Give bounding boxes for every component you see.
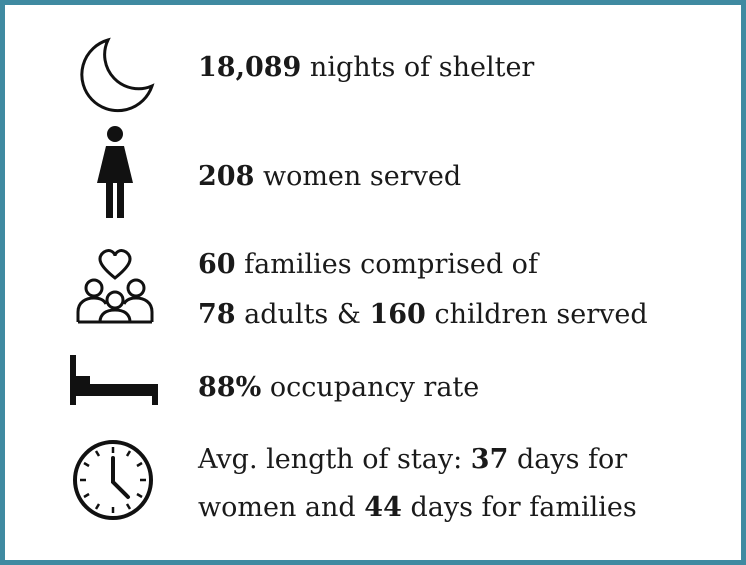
woman-icon — [97, 126, 133, 218]
stat-number: 60 — [198, 249, 236, 280]
stat-line: 78 adults & 160 children served — [198, 297, 648, 333]
stat-line: 208 women served — [198, 159, 461, 195]
clock-icon — [73, 440, 153, 520]
stat-text: children served — [425, 299, 648, 330]
stat-number: 160 — [369, 299, 426, 330]
stat-text: adults & — [235, 299, 370, 330]
stat-line: 60 families comprised of — [198, 247, 538, 283]
stat-line: 88% occupancy rate — [198, 370, 479, 406]
stat-line: women and 44 days for families — [198, 490, 637, 526]
bed-icon — [70, 355, 158, 405]
icons — [70, 37, 158, 520]
stat-number: 78 — [198, 299, 236, 330]
stat-text: Avg. length of stay: — [198, 444, 471, 475]
stat-number: 208 — [198, 161, 255, 192]
stat-number: 44 — [364, 492, 402, 523]
stat-line: 18,089 nights of shelter — [198, 50, 534, 86]
stat-number: 37 — [470, 444, 509, 475]
family-icon — [76, 249, 154, 324]
stat-text: days for — [508, 444, 628, 475]
stat-text: days for families — [401, 492, 637, 523]
stat-text: women served — [254, 161, 462, 192]
stat-line: Avg. length of stay: 37 days for — [198, 442, 627, 478]
stat-text: families comprised of — [235, 249, 538, 280]
moon-icon — [80, 37, 155, 113]
stat-text: nights of shelter — [301, 52, 535, 83]
stat-text: women and — [198, 492, 365, 523]
stat-text: occupancy rate — [261, 372, 480, 403]
stat-number: 88% — [198, 372, 262, 403]
stat-number: 18,089 — [198, 52, 302, 83]
